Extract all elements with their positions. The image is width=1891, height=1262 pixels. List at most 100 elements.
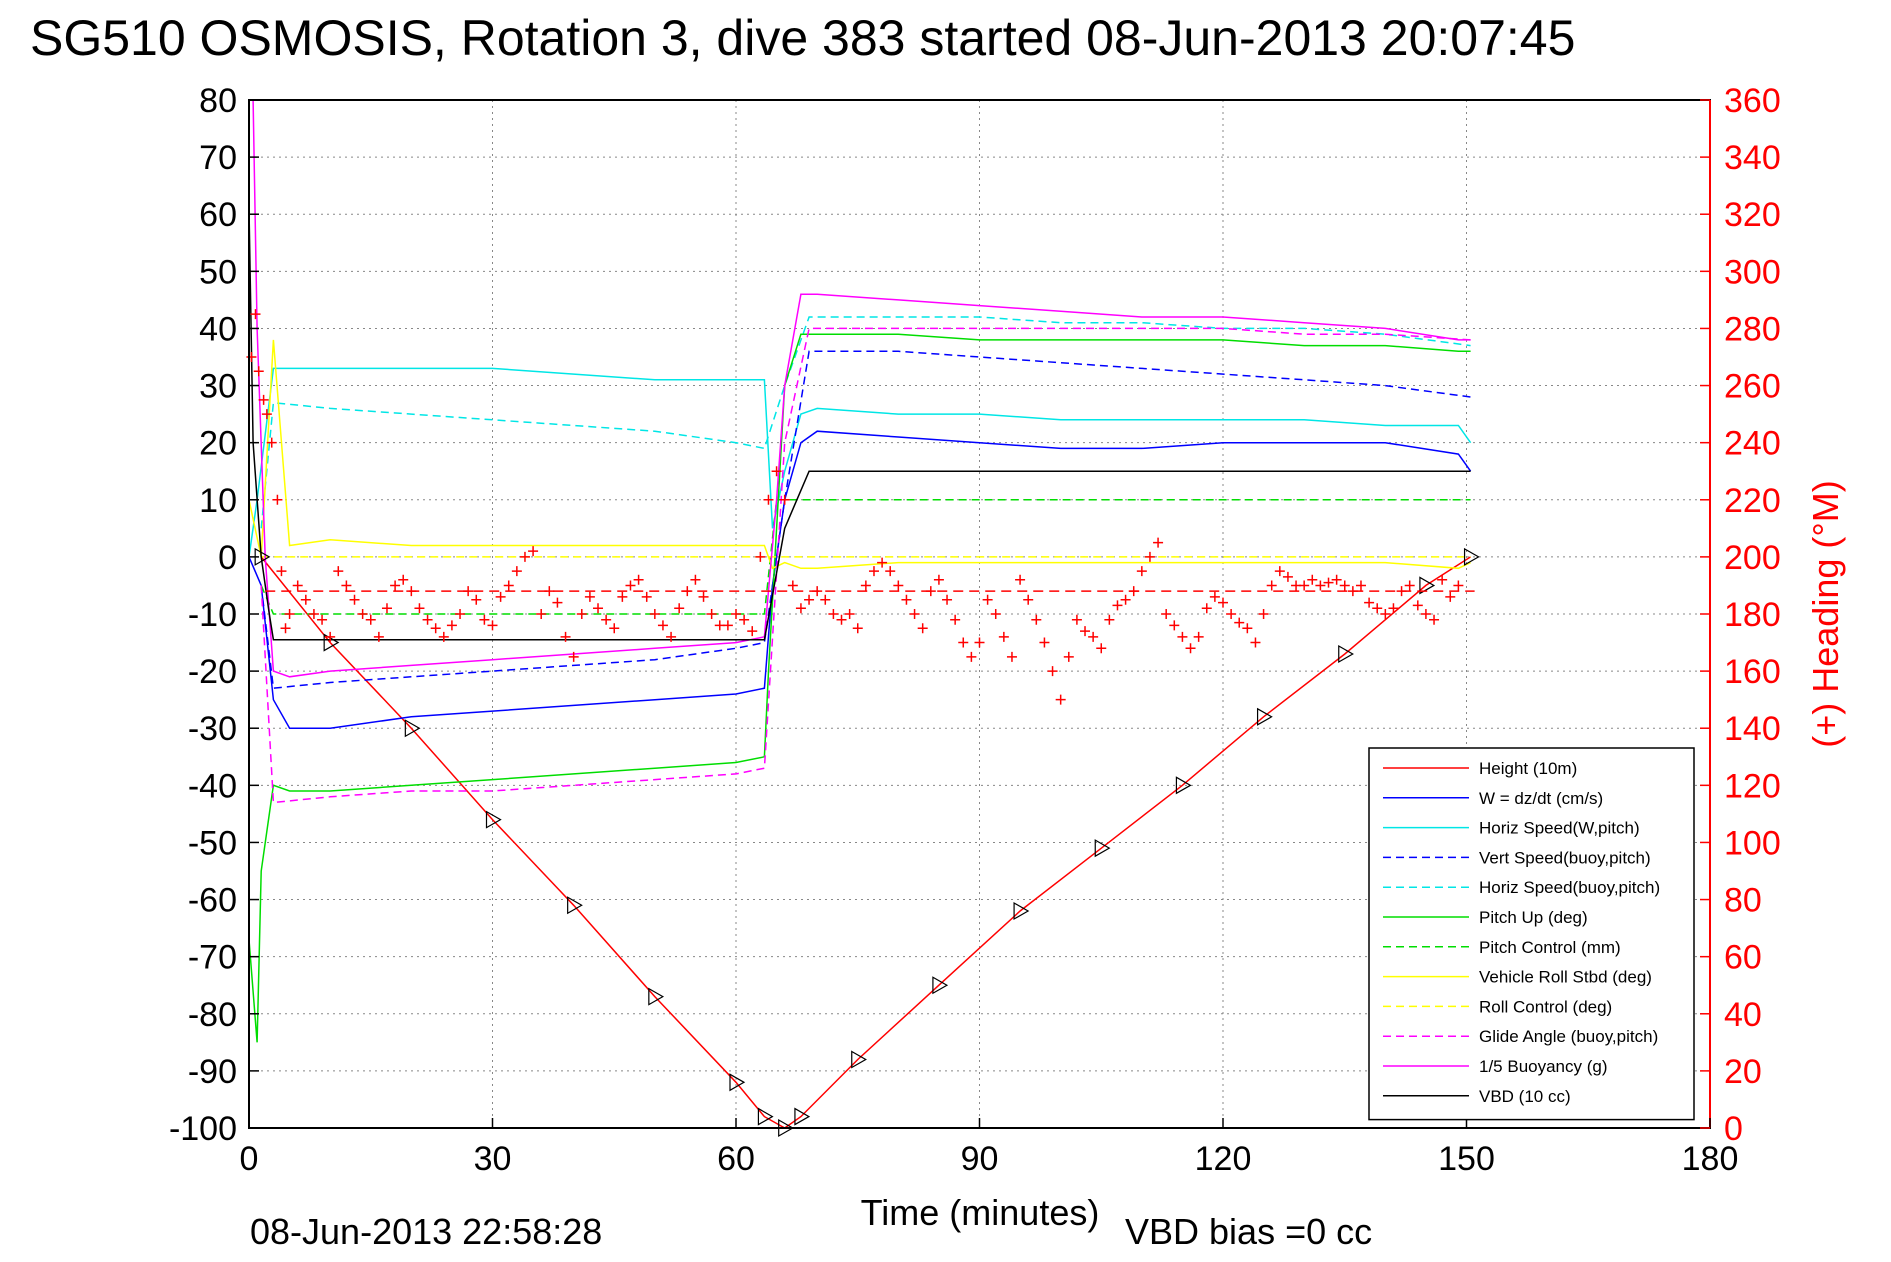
x-tick-label: 60 — [717, 1140, 755, 1178]
height-marker — [485, 810, 502, 829]
heading-marker — [1055, 694, 1066, 705]
heading-marker — [820, 594, 831, 605]
legend-box — [1368, 747, 1695, 1121]
heading-marker — [390, 580, 401, 591]
heading-marker — [1201, 603, 1212, 614]
legend-label: Horiz Speed(W,pitch) — [1479, 819, 1640, 838]
y-tick-label: 20 — [199, 425, 237, 463]
heading-marker — [795, 603, 806, 614]
heading-marker — [1404, 580, 1415, 591]
heading-marker — [909, 609, 920, 619]
series-line-7 — [248, 339, 1471, 570]
legend-label: Pitch Up (deg) — [1479, 908, 1588, 927]
heading-marker — [674, 603, 685, 614]
heading-marker — [284, 609, 295, 619]
legend-label: Glide Angle (buoy,pitch) — [1479, 1027, 1658, 1046]
heading-marker — [828, 609, 839, 619]
y-right-tick-label: 320 — [1724, 196, 1781, 234]
heading-marker — [325, 631, 336, 642]
heading-marker — [250, 309, 261, 320]
heading-marker — [860, 580, 871, 591]
y-right-tick-label: 180 — [1724, 596, 1781, 634]
x-axis: 0 30 60 90 120 150 180 — [240, 1118, 1738, 1178]
heading-marker — [1080, 626, 1091, 637]
heading-marker — [528, 546, 539, 557]
legend-label: Horiz Speed(buoy,pitch) — [1479, 878, 1660, 897]
height-marker — [1463, 547, 1480, 566]
heading-marker — [357, 609, 368, 619]
heading-marker — [747, 626, 758, 637]
heading-marker — [373, 631, 384, 642]
heading-marker — [495, 591, 506, 602]
y-tick-label: -30 — [188, 710, 237, 748]
height-marker — [1419, 576, 1436, 595]
y-right-tick-label: 140 — [1724, 710, 1781, 748]
heading-marker — [276, 566, 287, 577]
heading-marker — [933, 574, 944, 585]
heading-marker — [657, 620, 668, 631]
heading-marker — [739, 614, 750, 625]
heading-marker — [942, 594, 953, 605]
y-tick-label: 60 — [199, 196, 237, 234]
height-marker — [757, 1107, 774, 1126]
series-line-0 — [260, 556, 1472, 1129]
heading-marker — [974, 637, 985, 648]
height-marker — [323, 633, 340, 652]
heading-marker — [414, 603, 425, 614]
heading-marker — [617, 591, 628, 602]
heading-marker — [261, 409, 272, 420]
heading-marker — [1063, 651, 1074, 662]
heading-marker — [1315, 580, 1326, 591]
heading-marker — [479, 614, 490, 625]
heading-marker — [1088, 631, 1099, 642]
x-tick-label: 150 — [1438, 1140, 1495, 1178]
heading-marker — [698, 591, 709, 602]
height-marker — [1175, 776, 1192, 795]
heading-marker — [1282, 571, 1293, 582]
heading-marker — [836, 614, 847, 625]
heading-marker — [1153, 537, 1164, 548]
heading-marker — [666, 631, 677, 642]
heading-marker — [1429, 614, 1440, 625]
height-marker — [567, 896, 583, 915]
heading-marker — [877, 557, 888, 568]
heading-marker — [1023, 594, 1034, 605]
y-tick-label: -70 — [188, 939, 237, 977]
heading-marker — [852, 623, 863, 634]
heading-marker — [1039, 637, 1050, 648]
y-tick-label: -90 — [188, 1053, 237, 1091]
y-right-tick-label: 240 — [1724, 425, 1781, 463]
heading-marker — [1071, 614, 1082, 625]
y-axis-right-label: (+) Heading (°M) — [1805, 480, 1846, 747]
heading-marker — [731, 609, 741, 619]
series-line-9 — [260, 327, 1471, 804]
height-marker — [1338, 644, 1354, 664]
heading-marker — [266, 437, 277, 448]
y-right-tick-label: 40 — [1724, 996, 1762, 1034]
heading-marker — [1104, 614, 1115, 625]
heading-marker — [1437, 574, 1448, 585]
series-layer — [248, 99, 1480, 1138]
heading-marker — [1218, 597, 1228, 608]
legend-label: Height (10m) — [1479, 759, 1577, 778]
heading-marker — [1031, 614, 1042, 625]
heading-marker — [333, 566, 344, 577]
y-tick-label: 50 — [199, 253, 237, 291]
heading-marker — [844, 609, 855, 619]
heading-marker — [576, 609, 587, 619]
y-tick-label: 80 — [199, 82, 237, 120]
heading-marker — [1226, 609, 1237, 619]
heading-marker — [1112, 600, 1123, 611]
heading-marker — [365, 614, 376, 625]
y-tick-label: -20 — [188, 653, 237, 691]
heading-marker — [455, 609, 466, 619]
heading-marker — [885, 566, 896, 577]
legend-label: Vehicle Roll Stbd (deg) — [1479, 968, 1652, 987]
heading-marker — [258, 394, 269, 405]
heading-marker — [430, 623, 441, 634]
heading-marker — [982, 594, 993, 605]
y-right-tick-label: 220 — [1724, 482, 1781, 520]
series-line-4 — [260, 316, 1471, 529]
heading-marker — [471, 594, 482, 605]
